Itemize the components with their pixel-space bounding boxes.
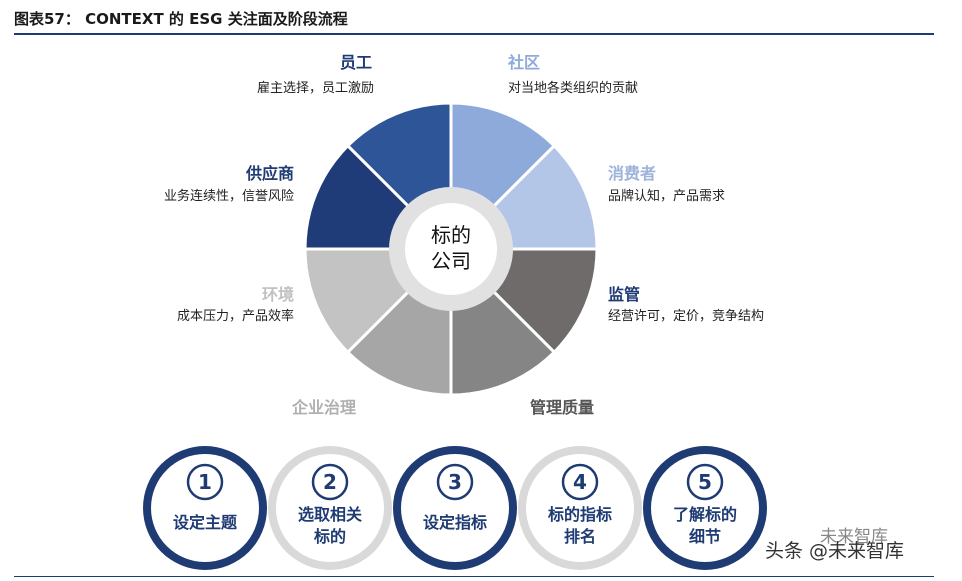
step-number: 2 <box>323 470 337 494</box>
desc-consumer: 品牌认知，产品需求 <box>608 189 726 204</box>
step-number-circle <box>686 463 724 501</box>
step-number-circle <box>311 463 349 501</box>
step-inner <box>401 454 509 562</box>
label-governance: 企业治理 <box>292 398 357 417</box>
label-regulation: 监管 <box>608 285 641 304</box>
step-label: 标的指标 <box>547 505 612 524</box>
step-label: 选取相关 <box>298 505 362 524</box>
center-label-line1: 标的 <box>431 223 471 247</box>
step-label: 设定指标 <box>423 513 487 532</box>
step-label: 细节 <box>689 527 721 546</box>
desc-community: 对当地各类组织的贡献 <box>508 81 639 96</box>
label-management-quality: 管理质量 <box>530 398 595 417</box>
step-3: 3 设定指标 <box>393 446 517 570</box>
label-supplier: 供应商 <box>245 164 294 183</box>
label-environment: 环境 <box>261 285 294 304</box>
center-disc <box>405 203 497 295</box>
step-1: 1 设定主题 <box>143 446 267 570</box>
step-number: 4 <box>573 470 587 494</box>
step-number-circle <box>561 463 599 501</box>
label-community: 社区 <box>508 53 541 72</box>
desc-employee: 雇主选择，员工激励 <box>256 81 374 96</box>
step-number: 3 <box>448 470 462 494</box>
desc-regulation: 经营许可，定价，竞争结构 <box>608 309 765 324</box>
step-number-circle <box>186 463 224 501</box>
step-inner <box>276 454 384 562</box>
label-employee: 员工 <box>340 53 373 72</box>
center-label-line2: 公司 <box>431 249 471 273</box>
label-consumer: 消费者 <box>608 164 657 183</box>
step-label: 了解标的 <box>673 505 737 524</box>
figure-title: 图表57： CONTEXT 的 ESG 关注面及阶段流程 <box>14 10 348 28</box>
step-number: 5 <box>698 470 712 494</box>
bottom-rule <box>14 576 934 577</box>
step-number-circle <box>436 463 474 501</box>
desc-supplier: 业务连续性，信誉风险 <box>163 189 294 204</box>
step-inner <box>651 454 759 562</box>
step-inner <box>526 454 634 562</box>
step-label: 标的 <box>313 527 346 546</box>
step-inner <box>151 454 259 562</box>
step-number: 1 <box>198 470 212 494</box>
desc-environment: 成本压力，产品效率 <box>176 309 294 324</box>
step-label: 排名 <box>564 527 596 546</box>
top-rule <box>14 33 934 35</box>
step-label: 设定主题 <box>173 513 238 532</box>
watermark-top: 未来智库 <box>820 527 888 547</box>
watermark-bottom: 头条 @未来智库 <box>765 540 905 562</box>
